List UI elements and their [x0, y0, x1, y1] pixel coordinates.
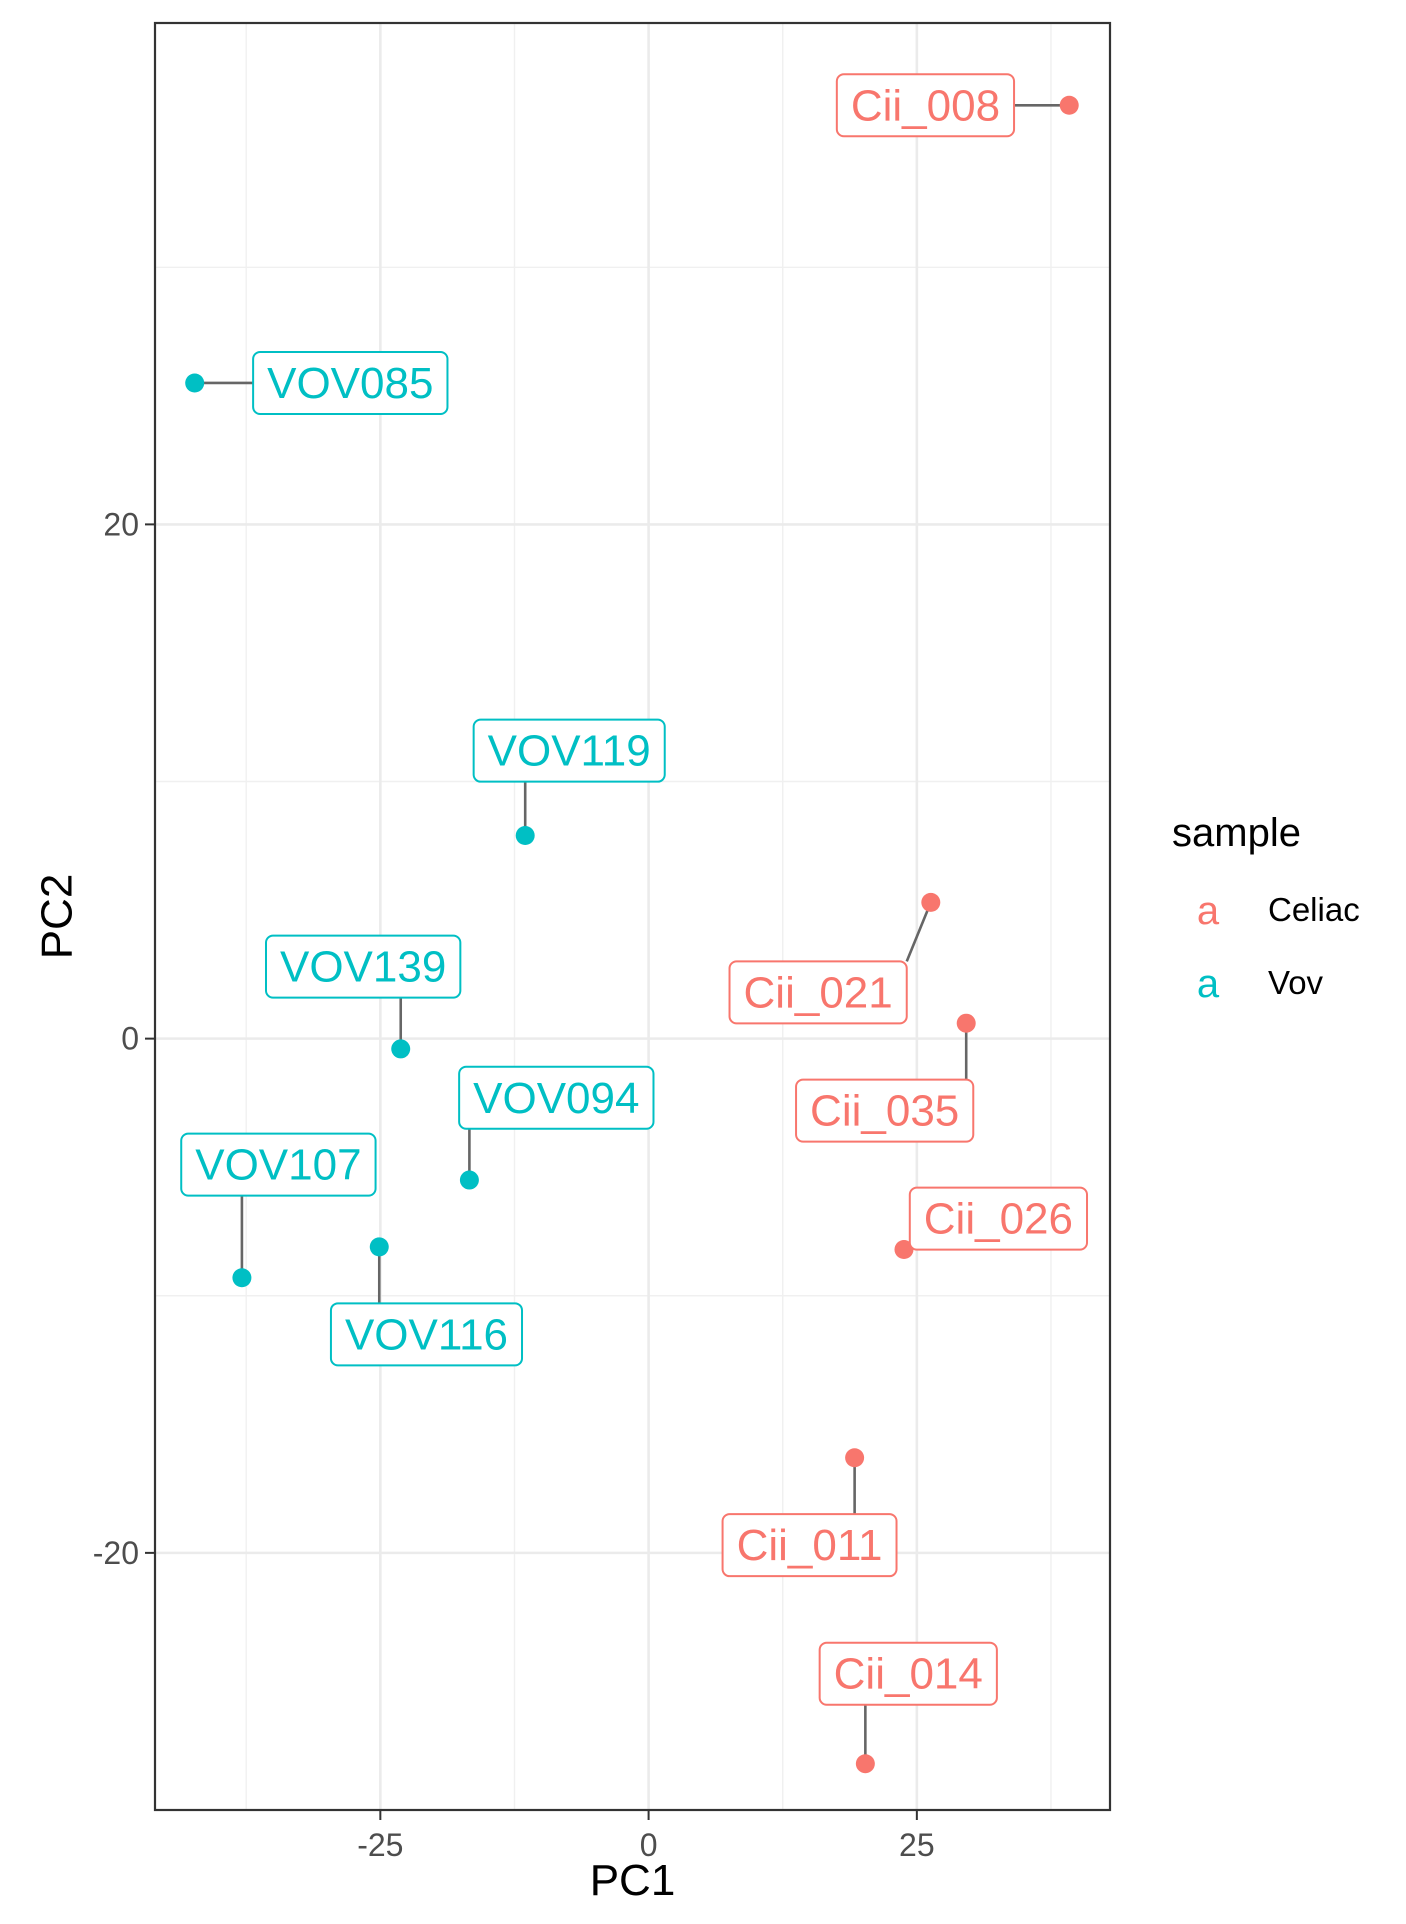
grid-lines	[155, 23, 1110, 1811]
point-label-box	[908, 1186, 1089, 1251]
point-label-text: VOV116	[345, 1310, 508, 1359]
point-label-box	[264, 934, 462, 999]
x-tick-label: 25	[899, 1827, 935, 1863]
data-point	[921, 892, 941, 912]
x-axis-title: PC1	[590, 1856, 676, 1905]
point-label-box	[458, 1065, 655, 1130]
legend: sample a Celiac a Vov	[1172, 811, 1360, 1006]
data-points	[185, 95, 1079, 1774]
point-label-box	[472, 718, 666, 783]
point-label-box	[180, 1132, 377, 1197]
legend-entry-label: Vov	[1268, 964, 1324, 1001]
data-point	[956, 1013, 976, 1033]
data-point	[369, 1237, 389, 1257]
data-point	[1059, 95, 1079, 115]
data-point	[855, 1754, 875, 1774]
point-label-text: Cii_035	[810, 1087, 959, 1136]
point-label-box	[728, 960, 908, 1025]
data-point	[232, 1268, 252, 1288]
data-point	[185, 373, 205, 393]
label-connector	[905, 901, 933, 962]
point-label-text: Cii_026	[924, 1195, 1073, 1244]
point-label-box	[818, 1641, 998, 1706]
point-label-box	[835, 73, 1016, 138]
point-label-text: VOV085	[267, 359, 433, 408]
axes: -25 0 25 -20 0 20	[93, 506, 935, 1863]
y-tick-label: -20	[93, 1535, 139, 1571]
point-label-text: VOV139	[280, 943, 446, 992]
data-point	[515, 826, 535, 846]
data-point	[845, 1448, 865, 1468]
legend-title: sample	[1172, 811, 1301, 855]
point-label-text: Cii_021	[744, 968, 893, 1017]
point-label-text: Cii_014	[834, 1650, 983, 1699]
point-label-box	[795, 1078, 975, 1143]
legend-key-glyph: a	[1197, 962, 1220, 1006]
point-label-box	[721, 1513, 898, 1578]
x-tick-label: -25	[357, 1827, 403, 1863]
point-label-text: Cii_011	[737, 1521, 883, 1570]
y-tick-label: 20	[103, 506, 139, 542]
point-label-box	[252, 350, 449, 415]
point-label-text: Cii_008	[851, 81, 1000, 130]
legend-entry-label: Celiac	[1268, 891, 1360, 928]
legend-key-glyph: a	[1197, 889, 1220, 933]
x-tick-label: 0	[640, 1827, 658, 1863]
data-point	[894, 1239, 914, 1259]
data-point	[459, 1170, 479, 1190]
point-label-text: VOV107	[195, 1141, 361, 1190]
point-labels: Cii_008 Cii_021 Cii_035 Cii_026 Cii_011 Cii_0…	[180, 73, 1089, 1706]
y-tick-label: 0	[121, 1021, 139, 1057]
point-label-box	[329, 1302, 524, 1367]
plot-panel-border	[153, 21, 1112, 1812]
point-label-text: VOV094	[473, 1074, 639, 1123]
point-label-text: VOV119	[488, 727, 651, 776]
data-point	[391, 1039, 411, 1059]
y-axis-title: PC2	[32, 874, 81, 960]
